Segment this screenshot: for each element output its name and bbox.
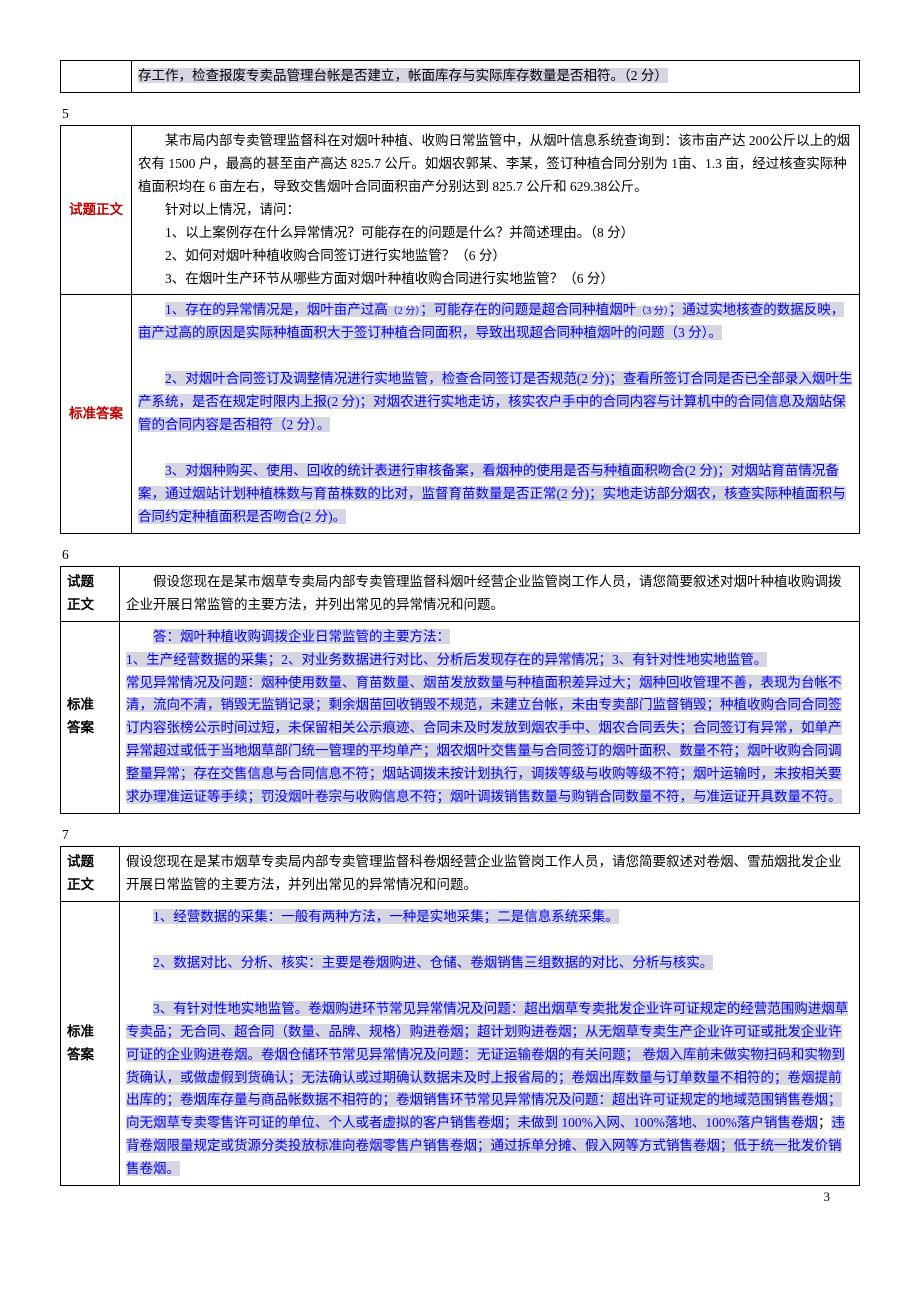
q5-q-p2: 针对以上情况，请问： <box>138 199 853 222</box>
q6-a-p3: 常见异常情况及问题：烟种使用数量、育苗数量、烟苗发放数量与种植面积差异过大；烟种… <box>126 672 853 810</box>
q5-a-p3: 3、对烟种购买、使用、回收的统计表进行审核备案，看烟种的使用是否与种植面积吻合(… <box>138 460 853 529</box>
q6-table: 试题 正文 假设您现在是某市烟草专卖局内部专卖管理监督科烟叶经营企业监管岗工作人… <box>60 566 860 814</box>
top-fragment-label <box>61 61 132 93</box>
q7-table: 试题 正文 假设您现在是某市烟草专卖局内部专卖管理监督科卷烟经营企业监管岗工作人… <box>60 846 860 1186</box>
q6-answer-label: 标准 答案 <box>61 621 120 814</box>
q5-q-p3: 1、以上案例存在什么异常情况？可能存在的问题是什么？并简述理由。（8 分） <box>138 222 853 245</box>
document-page: 存工作，检查报废专卖品管理台帐是否建立，帐面库存与实际库存数量是否相符。（2 分… <box>60 0 860 1216</box>
top-fragment-table: 存工作，检查报废专卖品管理台帐是否建立，帐面库存与实际库存数量是否相符。（2 分… <box>60 60 860 93</box>
q6-question-cell: 假设您现在是某市烟草专卖局内部专卖管理监督科烟叶经营企业监管岗工作人员，请您简要… <box>120 566 860 621</box>
q5-q-p4: 2、如何对烟叶种植收购合同签订进行实地监管？（6 分） <box>138 245 853 268</box>
q5-q-p1: 某市局内部专卖管理监督科在对烟叶种植、收购日常监管中，从烟叶信息系统查询到：该市… <box>138 130 853 199</box>
q5-table: 试题正文 某市局内部专卖管理监督科在对烟叶种植、收购日常监管中，从烟叶信息系统查… <box>60 125 860 534</box>
top-fragment-text: 存工作，检查报废专卖品管理台帐是否建立，帐面库存与实际库存数量是否相符。（2 分… <box>138 68 668 83</box>
section-number-6: 6 <box>62 544 860 567</box>
q5-a-p2: 2、对烟叶合同签订及调整情况进行实地监管，检查合同签订是否规范(2 分)；查看所… <box>138 368 853 437</box>
q5-answer-cell: 1、存在的异常情况是，烟叶亩产过高（2 分）；可能存在的问题是超合同种植烟叶（3… <box>132 295 860 533</box>
q6-question-label: 试题 正文 <box>61 566 120 621</box>
q7-question-label: 试题 正文 <box>61 847 120 902</box>
q7-q-text: 假设您现在是某市烟草专卖局内部专卖管理监督科卷烟经营企业监管岗工作人员，请您简要… <box>126 851 853 897</box>
q7-a-p1: 1、经营数据的采集：一般有两种方法，一种是实地采集；二是信息系统采集。 <box>126 906 853 929</box>
section-number-5: 5 <box>62 103 860 126</box>
q6-q-text: 假设您现在是某市烟草专卖局内部专卖管理监督科烟叶经营企业监管岗工作人员，请您简要… <box>126 571 853 617</box>
q7-answer-cell: 1、经营数据的采集：一般有两种方法，一种是实地采集；二是信息系统采集。 2、数据… <box>120 901 860 1185</box>
q5-question-label: 试题正文 <box>61 125 132 295</box>
page-number: 3 <box>824 1186 831 1208</box>
q7-answer-label: 标准 答案 <box>61 901 120 1185</box>
q7-a-p3: 3、有针对性地实地监管。卷烟购进环节常见异常情况及问题：超出烟草专卖批发企业许可… <box>126 998 853 1182</box>
top-fragment-cell: 存工作，检查报废专卖品管理台帐是否建立，帐面库存与实际库存数量是否相符。（2 分… <box>132 61 860 93</box>
q5-a-p1: 1、存在的异常情况是，烟叶亩产过高（2 分）；可能存在的问题是超合同种植烟叶（3… <box>138 299 853 345</box>
q6-a-p1: 答：烟叶种植收购调拨企业日常监管的主要方法： <box>126 626 853 649</box>
q5-q-p5: 3、在烟叶生产环节从哪些方面对烟叶种植收购合同进行实地监管？（6 分） <box>138 268 853 291</box>
q5-question-cell: 某市局内部专卖管理监督科在对烟叶种植、收购日常监管中，从烟叶信息系统查询到：该市… <box>132 125 860 295</box>
section-number-7: 7 <box>62 824 860 847</box>
q7-a-p2: 2、数据对比、分析、核实：主要是卷烟购进、仓储、卷烟销售三组数据的对比、分析与核… <box>126 952 853 975</box>
q5-answer-label: 标准答案 <box>61 295 132 533</box>
q6-a-p2: 1、生产经营数据的采集；2、对业务数据进行对比、分析后发现存在的异常情况；3、有… <box>126 649 853 672</box>
q7-question-cell: 假设您现在是某市烟草专卖局内部专卖管理监督科卷烟经营企业监管岗工作人员，请您简要… <box>120 847 860 902</box>
q6-answer-cell: 答：烟叶种植收购调拨企业日常监管的主要方法： 1、生产经营数据的采集；2、对业务… <box>120 621 860 814</box>
